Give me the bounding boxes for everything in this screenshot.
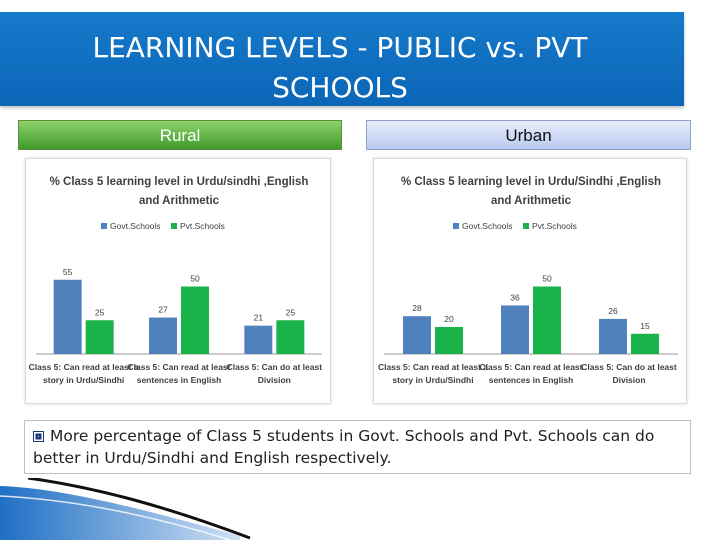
- checkbox-bullet-icon: [33, 431, 44, 442]
- legend-label: Pvt.Schools: [532, 221, 577, 231]
- data-label: 21: [254, 313, 264, 323]
- category-label: sentences in English: [137, 375, 222, 385]
- category-label: story in Urdu/Sindhi: [392, 375, 473, 385]
- chart-title-line: and Arithmetic: [139, 195, 220, 207]
- bar: [533, 286, 561, 354]
- bar: [631, 333, 659, 354]
- title-banner: LEARNING LEVELS - PUBLIC vs. PVT SCHOOLS: [0, 12, 684, 106]
- data-label: 36: [510, 292, 520, 302]
- conclusion-note: More percentage of Class 5 students in G…: [24, 420, 691, 474]
- chart-title-line: % Class 5 learning level in Urdu/sindhi …: [50, 176, 309, 188]
- bar: [244, 325, 273, 354]
- page-title: LEARNING LEVELS - PUBLIC vs. PVT SCHOOLS: [40, 28, 640, 108]
- title-line-1: LEARNING LEVELS - PUBLIC vs. PVT: [92, 31, 588, 64]
- bar: [53, 279, 82, 354]
- category-label: Division: [258, 375, 291, 385]
- bar: [149, 317, 177, 354]
- category-label: Class 5: Can read at least a: [29, 362, 139, 372]
- category-label: Class 5: Can do at least: [581, 362, 677, 372]
- data-label: 15: [640, 321, 650, 331]
- data-label: 26: [608, 306, 618, 316]
- bar: [276, 320, 305, 354]
- legend-swatch: [171, 223, 177, 229]
- category-label: Class 5: Can read at least a: [378, 362, 488, 372]
- data-label: 55: [63, 267, 73, 277]
- legend-label: Govt.Schools: [110, 221, 161, 231]
- data-label: 27: [158, 305, 168, 315]
- bar: [85, 320, 114, 354]
- bar: [599, 318, 627, 354]
- chart-title-line: % Class 5 learning level in Urdu/Sindhi …: [401, 176, 661, 188]
- data-label: 50: [542, 274, 552, 284]
- data-label: 20: [444, 314, 454, 324]
- rural-chart-panel: % Class 5 learning level in Urdu/sindhi …: [25, 158, 331, 404]
- legend-label: Govt.Schools: [462, 221, 513, 231]
- rural-header: Rural: [18, 120, 342, 150]
- category-label: Class 5: Can do at least: [227, 362, 323, 372]
- rural-bar-chart: % Class 5 learning level in Urdu/sindhi …: [29, 176, 323, 385]
- category-label: Class 5: Can read at least: [480, 362, 583, 372]
- legend-swatch: [453, 223, 459, 229]
- legend-swatch: [523, 223, 529, 229]
- urban-chart-panel: % Class 5 learning level in Urdu/Sindhi …: [373, 158, 687, 404]
- bar: [181, 286, 209, 354]
- bar: [435, 327, 463, 354]
- category-label: Class 5: Can read at least: [128, 362, 231, 372]
- chart-title-line: and Arithmetic: [491, 195, 572, 207]
- decorative-swoosh: [0, 478, 251, 540]
- category-label: story in Urdu/Sindhi: [43, 375, 124, 385]
- data-label: 50: [190, 274, 200, 284]
- title-line-2: SCHOOLS: [272, 71, 408, 104]
- data-label: 25: [95, 307, 105, 317]
- bar: [501, 305, 529, 354]
- legend-swatch: [101, 223, 107, 229]
- category-label: sentences in English: [489, 375, 574, 385]
- data-label: 28: [412, 303, 422, 313]
- data-label: 25: [286, 307, 296, 317]
- bar: [403, 316, 431, 354]
- category-label: Division: [612, 375, 645, 385]
- note-text: More percentage of Class 5 students in G…: [33, 427, 655, 467]
- legend-label: Pvt.Schools: [180, 221, 225, 231]
- urban-bar-chart: % Class 5 learning level in Urdu/Sindhi …: [378, 176, 678, 385]
- urban-header: Urban: [366, 120, 691, 150]
